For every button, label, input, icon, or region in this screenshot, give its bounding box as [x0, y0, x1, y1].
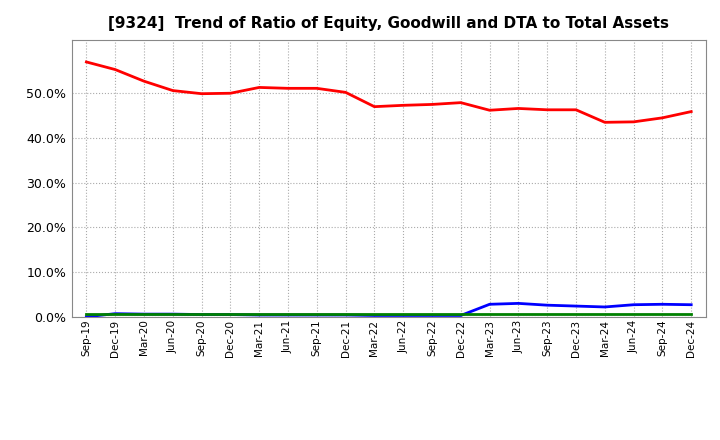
- Deferred Tax Assets: [485, 312, 494, 317]
- Equity: [284, 86, 292, 91]
- Goodwill: [600, 304, 609, 310]
- Deferred Tax Assets: [543, 312, 552, 317]
- Goodwill: [168, 312, 177, 317]
- Deferred Tax Assets: [82, 312, 91, 317]
- Equity: [399, 103, 408, 108]
- Deferred Tax Assets: [687, 312, 696, 317]
- Goodwill: [341, 312, 350, 318]
- Goodwill: [140, 312, 148, 317]
- Equity: [140, 78, 148, 84]
- Equity: [111, 67, 120, 72]
- Line: Goodwill: Goodwill: [86, 304, 691, 317]
- Deferred Tax Assets: [168, 312, 177, 317]
- Equity: [226, 91, 235, 96]
- Goodwill: [284, 312, 292, 318]
- Deferred Tax Assets: [226, 312, 235, 317]
- Title: [9324]  Trend of Ratio of Equity, Goodwill and DTA to Total Assets: [9324] Trend of Ratio of Equity, Goodwil…: [108, 16, 670, 32]
- Goodwill: [658, 302, 667, 307]
- Goodwill: [629, 302, 638, 308]
- Equity: [312, 86, 321, 91]
- Deferred Tax Assets: [284, 312, 292, 317]
- Equity: [687, 109, 696, 114]
- Equity: [658, 115, 667, 121]
- Equity: [572, 107, 580, 113]
- Equity: [197, 91, 206, 96]
- Deferred Tax Assets: [658, 312, 667, 317]
- Equity: [600, 120, 609, 125]
- Equity: [485, 108, 494, 113]
- Goodwill: [226, 312, 235, 317]
- Goodwill: [312, 312, 321, 318]
- Deferred Tax Assets: [111, 312, 120, 317]
- Goodwill: [456, 313, 465, 318]
- Goodwill: [514, 301, 523, 306]
- Equity: [514, 106, 523, 111]
- Deferred Tax Assets: [514, 312, 523, 317]
- Equity: [370, 104, 379, 109]
- Goodwill: [428, 313, 436, 318]
- Goodwill: [111, 311, 120, 316]
- Goodwill: [255, 312, 264, 318]
- Goodwill: [197, 312, 206, 317]
- Goodwill: [687, 302, 696, 308]
- Goodwill: [370, 313, 379, 318]
- Equity: [428, 102, 436, 107]
- Goodwill: [543, 303, 552, 308]
- Deferred Tax Assets: [456, 312, 465, 317]
- Equity: [341, 90, 350, 95]
- Deferred Tax Assets: [341, 312, 350, 317]
- Deferred Tax Assets: [255, 312, 264, 317]
- Deferred Tax Assets: [600, 312, 609, 317]
- Deferred Tax Assets: [197, 312, 206, 317]
- Deferred Tax Assets: [140, 312, 148, 317]
- Deferred Tax Assets: [312, 312, 321, 317]
- Goodwill: [82, 314, 91, 319]
- Goodwill: [485, 302, 494, 307]
- Deferred Tax Assets: [629, 312, 638, 317]
- Deferred Tax Assets: [428, 312, 436, 317]
- Equity: [168, 88, 177, 93]
- Line: Equity: Equity: [86, 62, 691, 122]
- Equity: [255, 85, 264, 90]
- Equity: [82, 59, 91, 65]
- Deferred Tax Assets: [399, 312, 408, 317]
- Deferred Tax Assets: [572, 312, 580, 317]
- Equity: [543, 107, 552, 113]
- Equity: [456, 100, 465, 105]
- Goodwill: [572, 304, 580, 309]
- Goodwill: [399, 313, 408, 318]
- Deferred Tax Assets: [370, 312, 379, 317]
- Equity: [629, 119, 638, 125]
